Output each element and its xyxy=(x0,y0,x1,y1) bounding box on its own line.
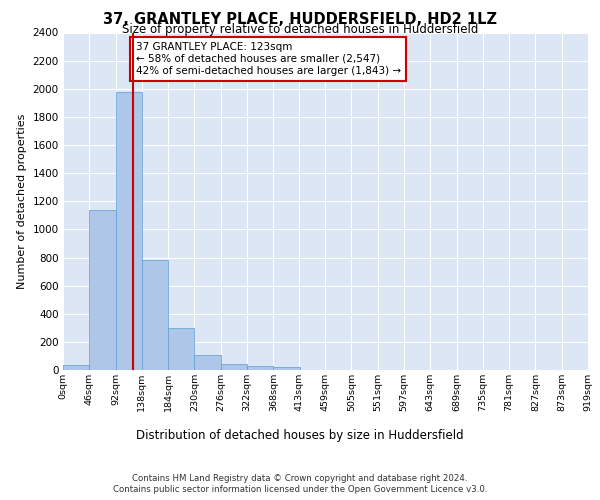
Bar xyxy=(142,260,168,370)
Text: Contains HM Land Registry data © Crown copyright and database right 2024.
Contai: Contains HM Land Registry data © Crown c… xyxy=(113,474,487,494)
Bar xyxy=(273,367,299,370)
Bar xyxy=(221,364,247,370)
Bar xyxy=(247,366,273,370)
Bar xyxy=(89,210,116,370)
Bar xyxy=(116,92,142,370)
Bar xyxy=(168,328,194,370)
Bar xyxy=(63,365,89,370)
Text: Size of property relative to detached houses in Huddersfield: Size of property relative to detached ho… xyxy=(122,22,478,36)
Text: 37, GRANTLEY PLACE, HUDDERSFIELD, HD2 1LZ: 37, GRANTLEY PLACE, HUDDERSFIELD, HD2 1L… xyxy=(103,12,497,26)
Text: 37 GRANTLEY PLACE: 123sqm
← 58% of detached houses are smaller (2,547)
42% of se: 37 GRANTLEY PLACE: 123sqm ← 58% of detac… xyxy=(136,42,401,76)
Text: Distribution of detached houses by size in Huddersfield: Distribution of detached houses by size … xyxy=(136,430,464,442)
Bar xyxy=(194,355,221,370)
Y-axis label: Number of detached properties: Number of detached properties xyxy=(17,114,27,289)
